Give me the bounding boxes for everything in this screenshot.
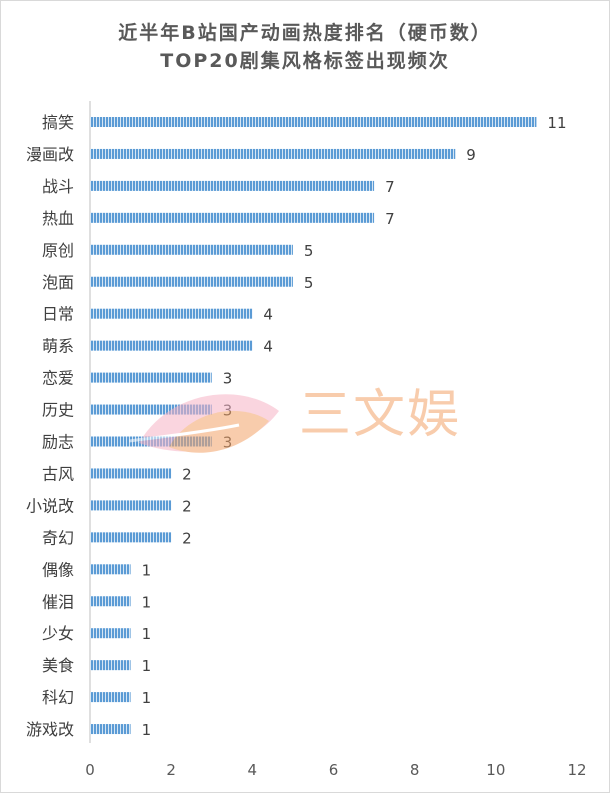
bar <box>90 148 456 159</box>
bar <box>90 500 172 511</box>
bar <box>90 276 293 287</box>
data-label: 4 <box>263 306 273 324</box>
bar <box>90 308 253 319</box>
bar <box>90 692 131 703</box>
category-label: 日常 <box>42 305 74 324</box>
bar <box>90 628 131 639</box>
bar <box>90 212 375 223</box>
bar <box>90 596 131 607</box>
category-label: 战斗 <box>42 177 74 196</box>
data-label: 3 <box>223 402 233 420</box>
data-label: 2 <box>182 497 192 515</box>
category-label: 恋爱 <box>42 369 74 388</box>
category-label: 科幻 <box>42 688 74 707</box>
category-label: 奇幻 <box>42 528 74 547</box>
data-label: 3 <box>223 370 233 388</box>
bar <box>90 117 537 127</box>
data-label: 7 <box>385 178 395 196</box>
bar <box>90 340 253 351</box>
category-label: 萌系 <box>42 337 74 356</box>
data-label: 11 <box>547 114 566 132</box>
x-tick-label: 12 <box>567 761 586 779</box>
category-label: 漫画改 <box>26 145 74 164</box>
data-label: 3 <box>223 434 233 452</box>
chart-title-block: 近半年B站国产动画热度排名（硬币数） TOP20剧集风格标签出现频次 <box>1 19 609 75</box>
bar <box>90 436 212 447</box>
category-label: 少女 <box>42 624 74 643</box>
bar <box>90 244 293 255</box>
bar <box>90 372 212 383</box>
category-label: 偶像 <box>42 560 74 579</box>
data-label: 7 <box>385 210 395 228</box>
data-label: 4 <box>263 338 273 356</box>
category-label: 历史 <box>42 401 74 420</box>
chart-title: 近半年B站国产动画热度排名（硬币数） <box>118 22 492 44</box>
bar <box>90 564 131 575</box>
category-label: 游戏改 <box>26 720 74 739</box>
data-label: 1 <box>142 593 152 611</box>
bar <box>90 468 172 479</box>
x-tick-label: 4 <box>248 761 258 779</box>
category-label: 美食 <box>42 656 74 675</box>
category-label: 热血 <box>42 209 74 228</box>
category-label: 原创 <box>42 241 74 260</box>
data-label: 1 <box>142 625 152 643</box>
data-label: 1 <box>142 721 152 739</box>
x-tick-label: 2 <box>166 761 176 779</box>
chart-subtitle: TOP20剧集风格标签出现频次 <box>160 50 450 72</box>
data-label: 1 <box>142 657 152 675</box>
category-label: 搞笑 <box>42 113 74 132</box>
bar <box>90 724 131 735</box>
category-label: 催泪 <box>42 592 74 611</box>
x-tick-label: 10 <box>486 761 505 779</box>
x-tick-label: 8 <box>410 761 420 779</box>
category-label: 小说改 <box>26 496 74 515</box>
bar <box>90 532 172 543</box>
data-label: 1 <box>142 561 152 579</box>
bar <box>90 180 375 191</box>
bar <box>90 660 131 671</box>
category-label: 励志 <box>42 433 74 452</box>
bar <box>90 404 212 415</box>
data-label: 2 <box>182 529 192 547</box>
x-tick-label: 6 <box>329 761 339 779</box>
data-label: 1 <box>142 689 152 707</box>
x-tick-label: 0 <box>85 761 95 779</box>
category-label: 泡面 <box>42 273 74 292</box>
data-label: 2 <box>182 465 192 483</box>
data-label: 9 <box>466 146 476 164</box>
category-label: 古风 <box>42 464 74 483</box>
data-label: 5 <box>304 274 314 292</box>
data-label: 5 <box>304 242 314 260</box>
